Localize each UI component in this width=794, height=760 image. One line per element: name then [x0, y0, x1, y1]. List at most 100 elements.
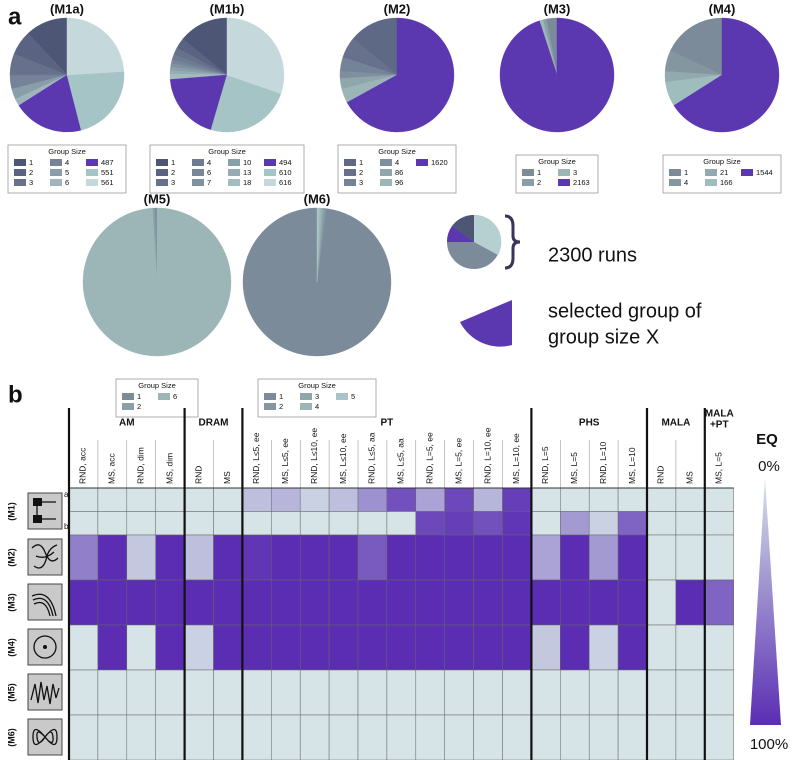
legend-label: 494	[279, 158, 292, 167]
row-label: (M2)	[6, 548, 16, 567]
legend-swatch	[228, 159, 240, 166]
heatmap-cell	[184, 624, 214, 671]
legend-swatch	[14, 159, 26, 166]
heatmap-cell	[675, 624, 706, 671]
legend-swatch	[228, 169, 240, 176]
heatmap-cell	[704, 714, 734, 760]
heatmap-cell	[299, 511, 330, 536]
heatmap-cell	[531, 669, 561, 716]
legend-label: 4	[65, 158, 69, 167]
legend-label: 1	[684, 168, 688, 177]
legend-swatch	[14, 179, 26, 186]
pie-slice	[673, 17, 780, 133]
legend-title: Group Size	[298, 381, 336, 390]
legend-label: 1	[279, 392, 283, 401]
heatmap-cell	[675, 579, 706, 626]
heatmap-cell	[531, 624, 561, 671]
row-label: (M3)	[6, 593, 16, 612]
heatmap-cell	[299, 714, 330, 760]
heatmap-cell	[386, 511, 417, 536]
legend-swatch	[86, 159, 98, 166]
heatmap-cell	[560, 624, 590, 671]
legend-swatch	[705, 179, 717, 186]
heatmap-cell	[704, 624, 734, 671]
legend-box	[662, 154, 782, 194]
heatmap-cell	[68, 534, 99, 581]
legend-swatch	[264, 393, 276, 400]
heatmap-cell	[97, 487, 128, 512]
heatmap-cell	[704, 487, 734, 512]
row-label: (M6)	[6, 728, 16, 747]
heatmap-cell	[502, 487, 532, 512]
column-label: MS, L≤10, ee	[338, 433, 348, 484]
legend-label: 96	[395, 178, 403, 187]
heatmap-cell	[357, 714, 388, 760]
column-label: MS, L≤5, ee	[280, 438, 290, 484]
heatmap-cell	[531, 511, 561, 536]
heatmap-cell	[704, 534, 734, 581]
heatmap-cell	[415, 669, 445, 716]
heatmap-cell	[444, 511, 474, 536]
heatmap-cell	[97, 669, 128, 716]
heatmap-cell	[415, 624, 445, 671]
column-label: MS	[222, 471, 232, 484]
heatmap-cell	[68, 624, 99, 671]
heatmap-cell	[617, 487, 648, 512]
legend-label: 2	[137, 402, 141, 411]
heatmap-cell	[473, 487, 503, 512]
legend-title: Group Size	[48, 147, 86, 156]
heatmap-cell	[155, 714, 185, 760]
heatmap-cell	[213, 669, 243, 716]
heatmap-cell	[97, 511, 128, 536]
pie-title: (M6)	[304, 191, 331, 206]
column-label: MS, L=5, ee	[453, 438, 463, 484]
heatmap-cell	[415, 579, 445, 626]
row-icon	[27, 628, 63, 666]
legend-box	[149, 144, 305, 194]
heatmap-cell	[588, 511, 619, 536]
key-icon	[446, 214, 521, 347]
column-label: RND, acc	[78, 447, 88, 484]
heatmap-cell	[704, 511, 734, 536]
legend-label: 616	[279, 178, 292, 187]
heatmap-cell	[444, 669, 474, 716]
legend-label: 3	[29, 178, 33, 187]
legend-swatch	[192, 169, 204, 176]
key-text: 2300 runs	[548, 244, 637, 266]
heatmap-cell	[357, 579, 388, 626]
legend-swatch	[522, 179, 534, 186]
legend-title: Group Size	[538, 157, 576, 166]
subrow-label: b	[64, 522, 69, 531]
heatmap-cell	[386, 534, 417, 581]
legend-label: 5	[65, 168, 69, 177]
legend-label: 6	[207, 168, 211, 177]
legend-swatch	[156, 169, 168, 176]
pie-slice	[18, 74, 82, 133]
pie-slice	[346, 17, 455, 133]
legend-label: 4	[315, 402, 319, 411]
legend-label: 86	[395, 168, 403, 177]
heatmap-cell	[184, 669, 214, 716]
legend-label: 6	[65, 178, 69, 187]
heatmap-cell	[213, 579, 243, 626]
heatmap-cell	[444, 534, 474, 581]
legend-swatch	[86, 169, 98, 176]
heatmap-cell	[675, 487, 706, 512]
legend-swatch	[558, 169, 570, 176]
legend-label: 1	[537, 168, 541, 177]
row-icon	[27, 673, 63, 711]
group-label: MALA	[705, 409, 734, 420]
pie-slice	[169, 74, 228, 130]
heatmap-cell	[646, 624, 677, 671]
heatmap-cell	[97, 624, 128, 671]
heatmap-cell	[357, 511, 388, 536]
heatmap-cell	[328, 487, 359, 512]
legend-swatch	[50, 159, 62, 166]
legend-label: 2	[537, 178, 541, 187]
heatmap-cell	[646, 534, 677, 581]
heatmap-cell	[386, 669, 417, 716]
column-label: MS, L=5	[714, 452, 724, 484]
heatmap-cell	[155, 579, 185, 626]
heatmap-cell	[531, 534, 561, 581]
